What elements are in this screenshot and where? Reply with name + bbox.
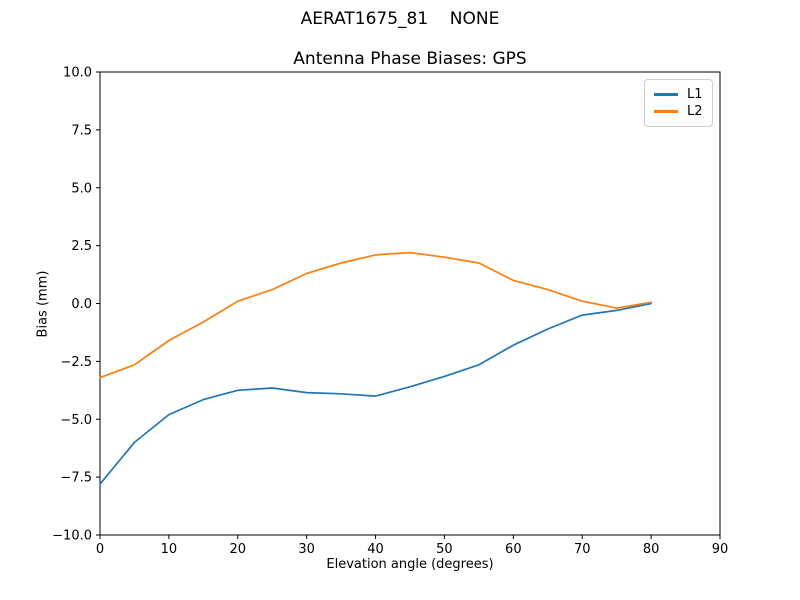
y-tick-label: 10.0 [63,66,92,81]
x-tick-label: 90 [712,542,729,557]
axes-spines [99,71,721,536]
x-axis-label: Elevation angle (degrees) [326,557,494,572]
legend-item-label: L1 [687,87,703,102]
x-tick-label: 20 [230,542,247,557]
x-tick-label: 0 [96,542,104,557]
y-tick-label: −5.0 [60,413,92,428]
legend-item-l1: L1 [654,86,706,103]
y-tick-label: −10.0 [52,529,92,544]
series-line-l2 [99,251,652,379]
figure-suptitle: AERAT1675_81 NONE [300,9,500,29]
legend-item-l2: L2 [654,103,706,120]
x-tick-label: 10 [161,542,178,557]
y-tick-label: −2.5 [60,355,92,370]
legend-line-sample [654,110,678,113]
y-tick-label: −7.5 [60,471,92,486]
x-tick-label: 80 [643,542,660,557]
y-tick-label: 5.0 [71,181,92,196]
x-tick-label: 30 [298,542,315,557]
legend-line-sample [654,93,678,96]
axes-title: Antenna Phase Biases: GPS [293,49,527,69]
x-tick-label: 70 [574,542,591,557]
y-tick-label: 7.5 [71,123,92,138]
x-tick-label: 60 [505,542,522,557]
x-tick-label: 40 [367,542,384,557]
legend-item-label: L2 [687,104,703,119]
y-axis-label: Bias (mm) [35,270,51,338]
y-tick-label: 2.5 [71,239,92,254]
y-tick-label: 0.0 [71,297,92,312]
series-line-l1 [99,302,652,485]
x-tick-label: 50 [436,542,453,557]
legend: L1 L2 [644,79,713,127]
